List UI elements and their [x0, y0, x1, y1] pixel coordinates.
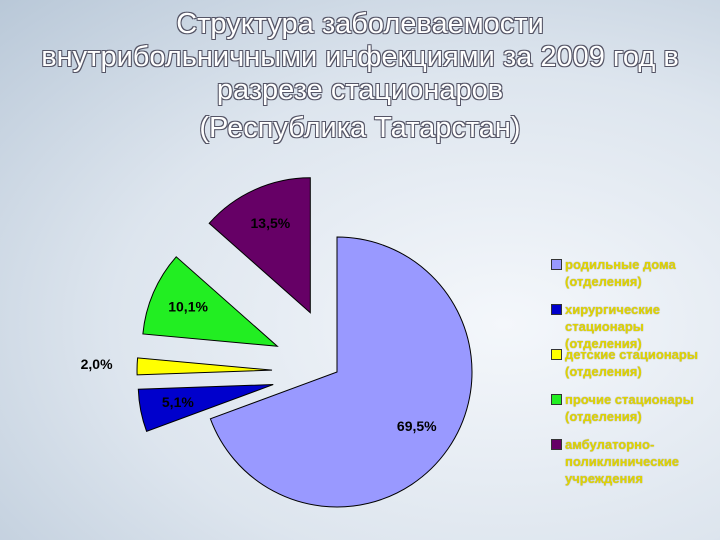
legend-item: родильные дома (отделения)	[551, 256, 701, 290]
data-label: 2,0%	[81, 356, 113, 372]
pie-slice	[208, 177, 311, 314]
legend-item: хирургические стационары (отделения)	[551, 301, 701, 352]
chart-title: Структура заболеваемости внутрибольничны…	[41, 8, 679, 106]
legend-label: прочие стационары (отделения)	[565, 392, 694, 424]
legend-label: амбулаторно-поликлинические учреждения	[565, 437, 680, 486]
pie-slice	[209, 236, 473, 508]
legend-swatch	[551, 304, 562, 315]
legend-item: детские стационары (отделения)	[551, 346, 701, 380]
chart-subtitle: (Республика Татарстан)	[199, 112, 521, 144]
legend-item: прочие стационары (отделения)	[551, 391, 701, 425]
pie-slice	[137, 384, 274, 433]
legend-label: хирургические стационары (отделения)	[565, 302, 660, 351]
pie-slice	[142, 256, 279, 347]
legend-swatch	[551, 394, 562, 405]
pie-slice	[136, 357, 273, 376]
data-label: 69,5%	[397, 418, 437, 434]
legend-item: амбулаторно-поликлинические учреждения	[551, 436, 701, 487]
data-label: 13,5%	[251, 215, 291, 231]
legend-swatch	[551, 349, 562, 360]
legend-swatch	[551, 259, 562, 270]
data-label: 5,1%	[162, 394, 194, 410]
legend-swatch	[551, 439, 562, 450]
legend-label: детские стационары (отделения)	[565, 347, 698, 379]
legend-label: родильные дома (отделения)	[565, 257, 676, 289]
data-label: 10,1%	[168, 298, 208, 314]
